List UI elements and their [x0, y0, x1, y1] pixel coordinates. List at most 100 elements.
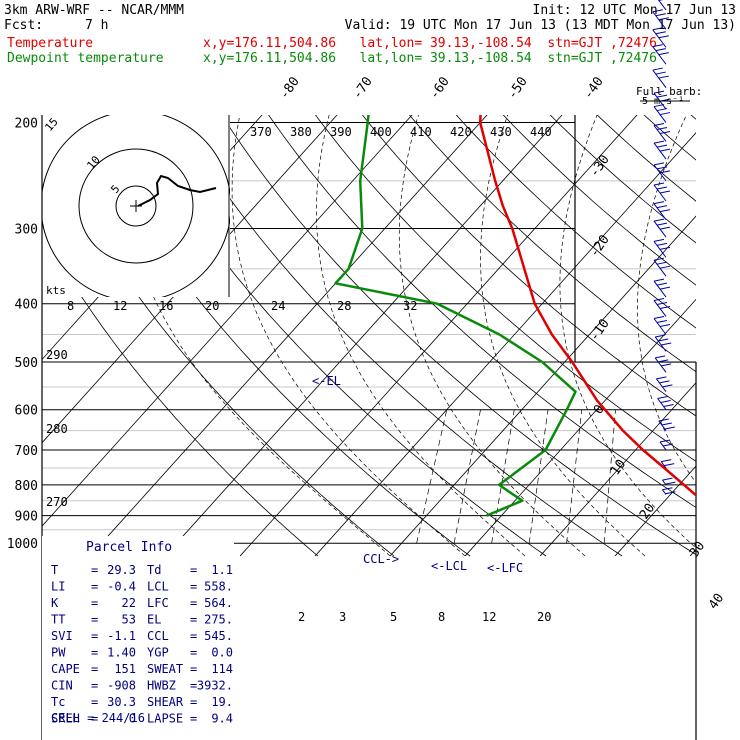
- wind-barb: [652, 67, 669, 88]
- dewpoint-profile: [334, 115, 577, 517]
- wind-barb: [662, 487, 676, 495]
- wind-barb: [653, 182, 671, 202]
- isotherm: [42, 115, 413, 527]
- isotherm: [464, 298, 696, 557]
- parcel-equals: =: [190, 679, 197, 693]
- theta-label: 390: [330, 125, 352, 139]
- theta-label: 370: [250, 125, 272, 139]
- theta-label: 420: [450, 125, 472, 139]
- wind-barb: [657, 0, 667, 11]
- isotherm: [89, 115, 488, 557]
- wind-barb-flag: [662, 443, 674, 447]
- wind-barb: [653, 218, 671, 238]
- temperature-profile: [478, 115, 696, 497]
- wind-barb-flag: [665, 491, 676, 495]
- parcel-info-title: Parcel Info: [86, 540, 172, 555]
- pressure-tick-label: 1000: [7, 537, 38, 552]
- wind-barb-flag: [653, 122, 665, 126]
- isotherm: [539, 382, 696, 557]
- isotherm: [614, 465, 696, 557]
- wind-barb-flag: [662, 477, 673, 481]
- wind-barb-flag: [659, 148, 671, 152]
- wind-barb-flag: [659, 324, 671, 327]
- parcel-key: CCL: [147, 629, 169, 643]
- wind-barb-flag: [659, 130, 671, 134]
- wind-barb: [653, 316, 671, 335]
- wind-barb-flag: [652, 44, 663, 48]
- mixing-ratio-line: [603, 409, 616, 544]
- parcel-value: 275.: [204, 613, 233, 627]
- wind-barb-flag: [659, 112, 671, 116]
- wind-barb: [653, 238, 671, 258]
- parcel-key: SHEAR: [147, 695, 184, 709]
- wind-barb-flag: [656, 166, 668, 170]
- wind-barb-flag: [658, 338, 669, 342]
- wind-barb-flag: [656, 126, 668, 130]
- wind-barb-flag: [655, 355, 666, 359]
- hodograph-ring: [78, 148, 194, 264]
- theta-label: 410: [410, 125, 432, 139]
- wind-barb-flag: [664, 463, 675, 467]
- dry-adiabat: [408, 115, 696, 373]
- wind-barb-flag: [656, 320, 668, 323]
- wind-barb: [654, 355, 672, 373]
- model-title: 3km ARW-WRF -- NCAR/MMM: [4, 3, 185, 18]
- parcel-info-background: [42, 536, 234, 740]
- pressure-tick-label: 300: [15, 223, 38, 238]
- wind-barb-flag: [658, 359, 669, 363]
- parcel-equals: =: [190, 662, 197, 676]
- mixing-ratio-label: 2: [298, 610, 305, 624]
- wind-barb-flag: [653, 182, 665, 186]
- parcel-key: SWEAT: [147, 662, 183, 676]
- dry-adiabat: [315, 115, 696, 462]
- wind-barb-flag: [659, 226, 671, 230]
- parcel-value: 1.40: [107, 646, 136, 660]
- wind-barb-flag: [656, 282, 668, 286]
- wind-barb: [653, 104, 671, 123]
- parcel-equals: =: [91, 613, 98, 627]
- wind-barb-staff: [654, 357, 667, 373]
- forecast-label: Fcst:: [4, 18, 44, 33]
- mixing-ratio-line: [453, 409, 481, 544]
- wind-barb-flag: [653, 297, 665, 301]
- wind-barb: [657, 396, 674, 410]
- theta-e-label: 32: [403, 299, 417, 313]
- temperature-legend: Temperature: [7, 36, 94, 51]
- wind-barb-staff: [657, 398, 667, 410]
- isotherm-label: -80: [277, 74, 303, 102]
- wind-barb-staff: [657, 0, 667, 11]
- wind-barb-flag: [662, 487, 673, 491]
- parcel-equals: =: [190, 712, 197, 726]
- pressure-tick-label: 800: [15, 479, 38, 494]
- dry-adiabat: [639, 0, 740, 556]
- parcel-value: 9.4: [211, 712, 233, 726]
- wind-barb: [659, 439, 674, 451]
- theta-e-label: 16: [159, 299, 173, 313]
- parcel-equals: =: [190, 646, 197, 660]
- wind-barb-flag: [659, 439, 671, 443]
- pressure-tick-label: 500: [15, 356, 38, 371]
- parcel-equals: =: [190, 580, 197, 594]
- isotherm-label: -60: [427, 74, 453, 102]
- parcel-value: -0.4: [107, 580, 136, 594]
- wind-barb-flag: [658, 75, 669, 79]
- dry-adiabat: [42, 231, 319, 557]
- parcel-equals: =: [91, 679, 98, 693]
- isotherm: [239, 115, 638, 557]
- hodograph-kts-label: kts: [46, 284, 66, 297]
- parcel-value: 1.1: [211, 563, 233, 577]
- wind-barb: [652, 9, 669, 30]
- parcel-value: 29.3: [107, 563, 136, 577]
- parcel-value: 151: [114, 662, 136, 676]
- parcel-key: EL: [147, 613, 161, 627]
- moist-adiabat: [316, 115, 526, 557]
- parcel-equals: =: [190, 695, 197, 709]
- wind-barb-flag: [660, 400, 671, 403]
- wind-barb-flag: [664, 426, 675, 430]
- isotherm-label: 30: [687, 539, 708, 560]
- pressure-tick-label: 900: [15, 510, 38, 525]
- wind-barb-staff: [652, 11, 667, 30]
- isotherm: [0, 0, 43, 556]
- wind-barb-flag: [661, 363, 672, 367]
